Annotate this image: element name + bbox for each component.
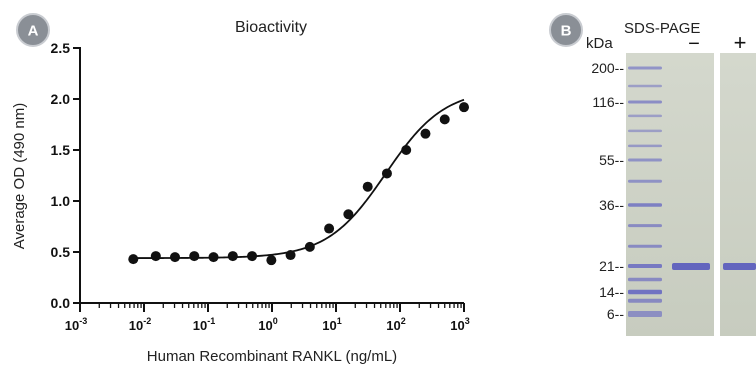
marker-label: 116--	[592, 94, 624, 110]
data-point	[304, 241, 315, 252]
ladder-band	[628, 114, 662, 118]
sds-page-panel: B SDS-PAGE kDa − + 200-- 116-- 55-- 36-- 21-…	[540, 0, 756, 368]
data-point	[169, 252, 180, 263]
x-tick-label: 101	[322, 316, 341, 333]
ladder-band	[628, 224, 662, 228]
data-point	[439, 114, 450, 125]
marker-labels: 200-- 116-- 55-- 36-- 21-- 14-- 6--	[591, 60, 624, 322]
ladder-band	[628, 289, 662, 295]
lane-minus-label: −	[688, 33, 700, 55]
data-point	[227, 251, 238, 262]
ladder-band	[628, 129, 662, 133]
gel-title: SDS-PAGE	[624, 20, 700, 37]
ladder-band	[628, 144, 662, 148]
ladder-band	[628, 100, 662, 104]
kda-label: kDa	[586, 35, 613, 52]
y-tick-label: 2.5	[51, 40, 71, 56]
x-tick-label: 10-1	[193, 316, 215, 333]
sample-band-plus	[723, 263, 756, 270]
ladder-band	[628, 84, 662, 88]
marker-label: 14--	[599, 284, 624, 300]
x-tick-label: 10-3	[65, 316, 87, 333]
ladder-band	[628, 277, 662, 282]
badge-circle-a	[16, 13, 50, 47]
y-tick-label: 0.5	[51, 244, 71, 260]
data-point	[401, 145, 412, 155]
ladder-band	[628, 244, 662, 248]
badge-label-a: A	[28, 23, 39, 40]
ladder-band	[628, 298, 662, 303]
data-point	[150, 251, 161, 262]
ladder-lane	[628, 66, 662, 317]
y-tick-label: 2.0	[51, 91, 71, 107]
x-tick-label: 10-2	[129, 316, 151, 333]
lane-plus-label: +	[734, 30, 747, 55]
y-tick-label: 1.5	[51, 142, 71, 158]
panel-b-badge: B	[549, 13, 583, 47]
data-point	[459, 102, 469, 113]
y-tick-label: 1.0	[51, 193, 71, 209]
ladder-band	[628, 264, 662, 268]
data-point	[266, 255, 277, 266]
gel-left-section	[626, 53, 714, 336]
sample-band-minus	[672, 263, 710, 270]
marker-label: 36--	[599, 197, 624, 213]
chart-title: Bioactivity	[235, 19, 307, 36]
data-point	[285, 250, 296, 261]
x-tick-label: 100	[258, 316, 277, 333]
data-point	[208, 252, 219, 263]
marker-label: 6--	[607, 306, 624, 322]
x-tick-label: 102	[386, 316, 405, 333]
data-point	[247, 251, 258, 262]
x-tick-label: 103	[450, 316, 469, 333]
bioactivity-panel: A Bioactivity Average OD (490 nm) Human …	[11, 13, 470, 365]
fit-curve	[133, 98, 465, 259]
y-tick-label: 0.0	[51, 295, 71, 311]
axes: 0.0 0.5 1.0 1.5 2.0 2.5 10-3 10-2 10-1 100 101 102 1…	[51, 40, 470, 333]
data-point	[420, 128, 431, 139]
x-axis-label: Human Recombinant RANKL (ng/mL)	[147, 348, 397, 365]
ladder-band	[628, 203, 662, 207]
data-point	[128, 254, 139, 265]
y-axis-label: Average OD (490 nm)	[11, 103, 28, 249]
ladder-band	[628, 179, 662, 183]
data-points	[128, 102, 469, 266]
marker-label: 55--	[599, 152, 624, 168]
panel-a-badge: A	[16, 13, 50, 47]
data-point	[343, 209, 354, 220]
gel-divider	[714, 53, 720, 336]
marker-label: 200--	[591, 60, 624, 76]
bioactivity-chart: A Bioactivity Average OD (490 nm) Human …	[11, 13, 470, 365]
badge-label-b: B	[561, 23, 572, 40]
marker-label: 21--	[599, 258, 624, 274]
sds-page-gel-figure: B SDS-PAGE kDa − + 200-- 116-- 55-- 36-- 21-…	[549, 13, 756, 336]
data-point	[381, 168, 392, 179]
ladder-band	[628, 311, 662, 317]
data-point	[189, 251, 200, 262]
data-point	[324, 223, 335, 234]
gel-right-section	[720, 53, 756, 336]
data-point	[362, 181, 373, 192]
badge-circle-b	[549, 13, 583, 47]
ladder-band	[628, 66, 662, 70]
ladder-band	[628, 158, 662, 162]
